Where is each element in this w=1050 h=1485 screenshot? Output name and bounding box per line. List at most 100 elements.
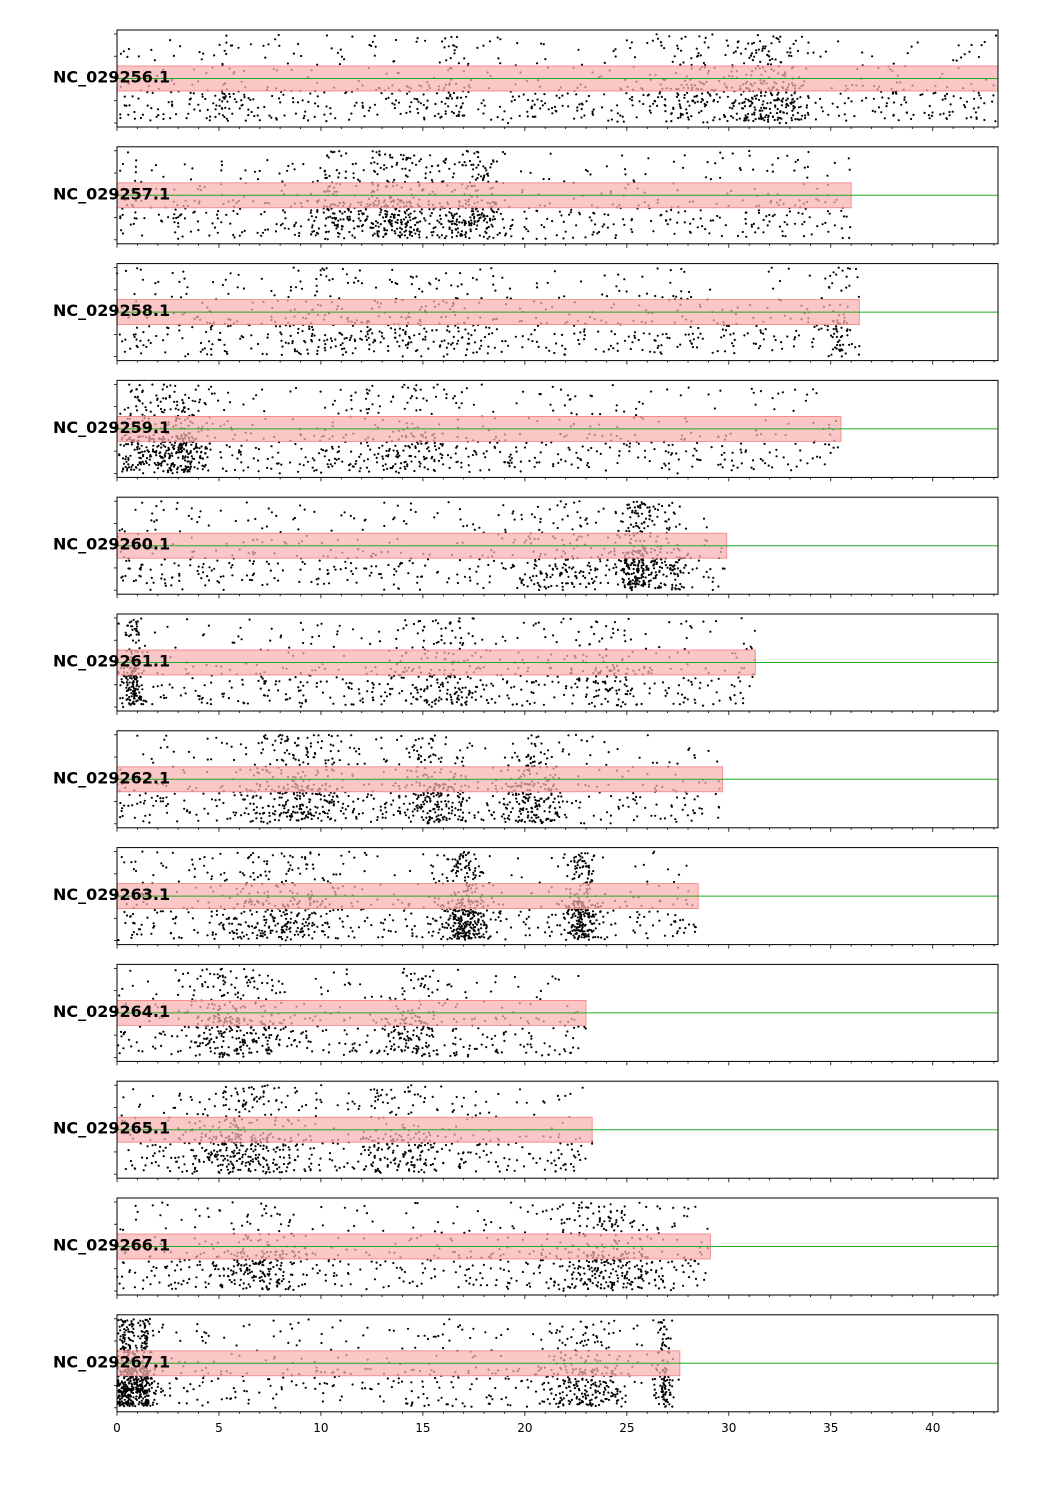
data-point (589, 173, 592, 176)
data-point (567, 446, 570, 449)
data-point (639, 504, 642, 507)
data-point (578, 103, 581, 106)
data-point (761, 47, 764, 50)
data-point (364, 219, 367, 222)
data-point (751, 42, 754, 45)
data-point (599, 452, 602, 455)
data-point (750, 387, 753, 390)
data-point (163, 558, 166, 561)
data-point (317, 345, 320, 349)
data-point (777, 157, 780, 160)
data-point (164, 452, 167, 455)
data-point (964, 106, 967, 109)
data-point (121, 232, 125, 235)
data-point (542, 43, 545, 46)
data-point (456, 342, 459, 345)
data-point (238, 234, 241, 237)
data-point (424, 39, 427, 42)
data-point (219, 331, 222, 334)
data-point (396, 451, 400, 454)
data-point (404, 174, 407, 177)
data-point (702, 575, 705, 579)
data-point (560, 214, 563, 217)
data-point (183, 459, 186, 462)
data-point (717, 463, 720, 466)
data-point (406, 401, 409, 404)
data-point (455, 114, 458, 117)
data-point (691, 568, 694, 571)
data-point (612, 566, 615, 570)
data-point (579, 458, 583, 462)
data-point (570, 208, 573, 211)
data-point (775, 112, 779, 115)
data-point (216, 559, 219, 562)
data-point (658, 565, 662, 569)
data-point (648, 332, 651, 335)
data-point (768, 107, 772, 110)
data-point (726, 119, 729, 123)
data-point (325, 34, 328, 37)
data-point (799, 96, 802, 99)
data-point (416, 581, 419, 584)
data-point (178, 280, 181, 283)
data-point (334, 218, 337, 221)
data-point (213, 226, 217, 229)
data-point (386, 210, 389, 213)
data-point (240, 104, 243, 107)
data-point (123, 408, 126, 411)
data-point (762, 231, 765, 234)
data-point (396, 227, 399, 230)
data-point (327, 466, 330, 469)
data-point (773, 99, 777, 102)
data-point (796, 158, 800, 162)
data-point (457, 62, 460, 65)
data-point (786, 154, 789, 157)
data-point (191, 413, 194, 416)
data-point (170, 100, 173, 103)
data-point (188, 98, 191, 101)
data-point (173, 213, 176, 216)
data-point (361, 528, 364, 531)
data-point (420, 212, 423, 215)
data-point (198, 447, 201, 450)
data-point (394, 221, 397, 224)
data-point (806, 52, 810, 55)
data-point (679, 343, 682, 346)
data-point (221, 100, 224, 103)
data-point (566, 514, 569, 518)
data-point (622, 218, 625, 221)
data-point (746, 332, 749, 335)
data-point (895, 92, 898, 95)
data-point (633, 331, 637, 334)
track-label: NC_029258.1 (53, 301, 170, 320)
data-point (557, 453, 560, 456)
data-point (453, 213, 456, 216)
data-point (438, 214, 442, 217)
data-point (289, 289, 292, 292)
data-point (378, 572, 381, 576)
data-point (827, 355, 830, 358)
data-point (324, 237, 327, 240)
data-point (313, 219, 316, 222)
data-point (476, 46, 479, 50)
data-point (621, 512, 624, 515)
data-point (394, 444, 397, 447)
data-point (664, 110, 667, 113)
data-point (340, 514, 343, 517)
data-point (689, 339, 692, 342)
data-point (419, 388, 422, 391)
data-point (146, 529, 149, 532)
data-point (480, 344, 483, 347)
data-point (668, 504, 671, 507)
data-point (176, 466, 179, 469)
data-point (327, 216, 330, 219)
data-point (695, 346, 699, 349)
data-point (602, 507, 605, 510)
data-point (781, 391, 785, 394)
data-point (468, 567, 471, 571)
data-point (586, 170, 589, 173)
data-point (555, 94, 558, 97)
data-point (525, 228, 528, 231)
data-point (426, 99, 429, 102)
data-point (794, 160, 797, 163)
